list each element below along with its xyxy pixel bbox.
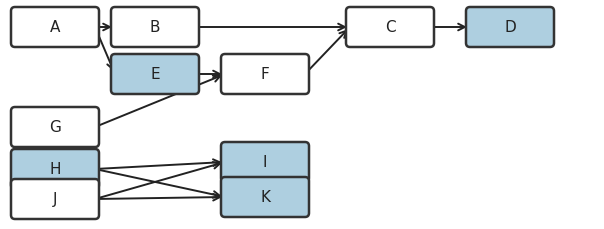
Text: C: C <box>385 20 395 35</box>
Text: F: F <box>260 67 269 82</box>
Text: J: J <box>53 192 57 207</box>
Text: G: G <box>49 120 61 135</box>
FancyBboxPatch shape <box>221 142 309 182</box>
Text: D: D <box>504 20 516 35</box>
Text: A: A <box>50 20 60 35</box>
FancyBboxPatch shape <box>346 8 434 48</box>
Text: K: K <box>260 190 270 204</box>
FancyBboxPatch shape <box>221 55 309 95</box>
Text: E: E <box>150 67 160 82</box>
Text: H: H <box>50 162 61 177</box>
FancyBboxPatch shape <box>466 8 554 48</box>
FancyBboxPatch shape <box>111 8 199 48</box>
Text: I: I <box>263 155 267 170</box>
Text: B: B <box>150 20 160 35</box>
FancyBboxPatch shape <box>11 179 99 219</box>
FancyBboxPatch shape <box>221 177 309 217</box>
FancyBboxPatch shape <box>11 149 99 189</box>
FancyBboxPatch shape <box>11 108 99 147</box>
FancyBboxPatch shape <box>11 8 99 48</box>
FancyBboxPatch shape <box>111 55 199 95</box>
